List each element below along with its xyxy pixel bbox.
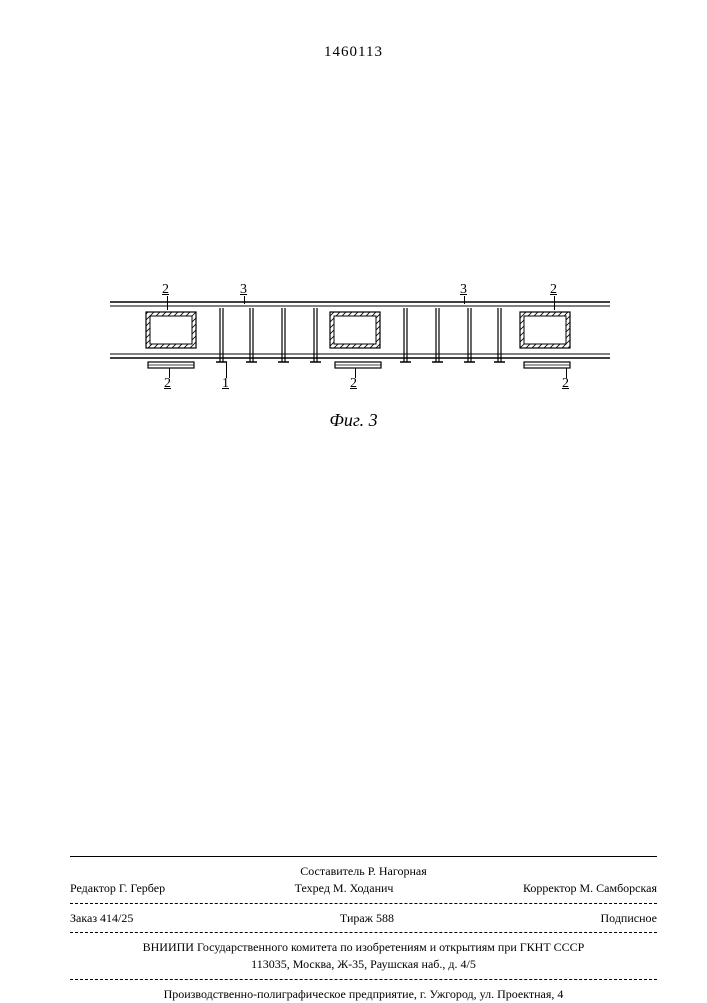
figure-svg — [110, 290, 610, 380]
institute-line-2: 113035, Москва, Ж-35, Раушская наб., д. … — [70, 956, 657, 973]
callout-1: 1 — [222, 376, 229, 392]
compiler-line: Составитель Р. Нагорная — [70, 863, 657, 880]
circulation: Тираж 588 — [340, 910, 394, 927]
subscription: Подписное — [601, 910, 658, 927]
divider — [70, 856, 657, 857]
figure-caption: Фиг. 3 — [0, 410, 707, 431]
institute-line-1: ВНИИПИ Государственного комитета по изоб… — [70, 939, 657, 956]
techred: Техред М. Ходанич — [295, 880, 394, 897]
leader-line — [554, 296, 555, 310]
press-line: Производственно-полиграфическое предприя… — [70, 986, 657, 1003]
divider — [70, 979, 657, 980]
callout-2: 2 — [350, 376, 357, 392]
leader-line — [226, 362, 227, 378]
editor: Редактор Г. Гербер — [70, 880, 165, 897]
colophon: Составитель Р. Нагорная Редактор Г. Герб… — [70, 850, 657, 1003]
callout-2: 2 — [164, 376, 171, 392]
callout-2: 2 — [562, 376, 569, 392]
divider — [70, 932, 657, 933]
leader-line — [355, 368, 356, 378]
leader-line — [244, 296, 245, 304]
figure-3: 2 3 3 2 2 1 2 2 — [110, 290, 610, 380]
divider — [70, 903, 657, 904]
leader-line — [464, 296, 465, 304]
order-number: Заказ 414/25 — [70, 910, 133, 927]
corrector: Корректор М. Самборская — [523, 880, 657, 897]
leader-line — [566, 368, 567, 378]
leader-line — [169, 368, 170, 378]
document-number: 1460113 — [0, 44, 707, 61]
leader-line — [167, 296, 168, 310]
